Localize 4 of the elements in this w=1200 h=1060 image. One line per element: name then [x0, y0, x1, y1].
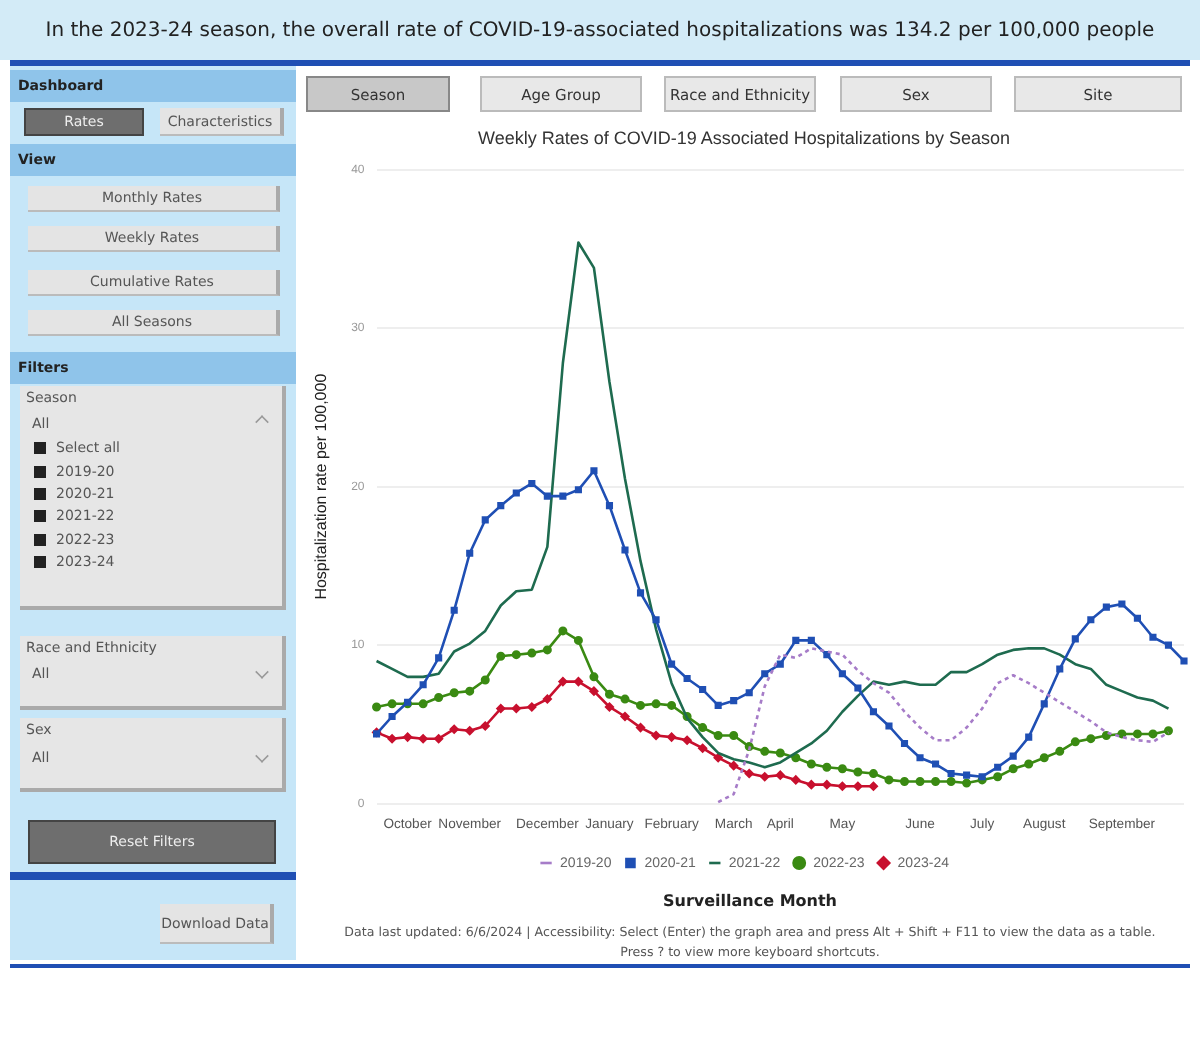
y-axis-title: Hospitalization rate per 100,000 [312, 372, 331, 600]
x-axis-title: Surveillance Month [661, 892, 839, 910]
chart-title: In the 2023-24 season, the overall rate of COVID-19-associated hospitalizations was 134.2 per 100,000 people [0, 0, 1200, 60]
chart-subtitle: Weekly Rates of COVID-19 Associated Hospitalizations by Season [478, 127, 1010, 148]
